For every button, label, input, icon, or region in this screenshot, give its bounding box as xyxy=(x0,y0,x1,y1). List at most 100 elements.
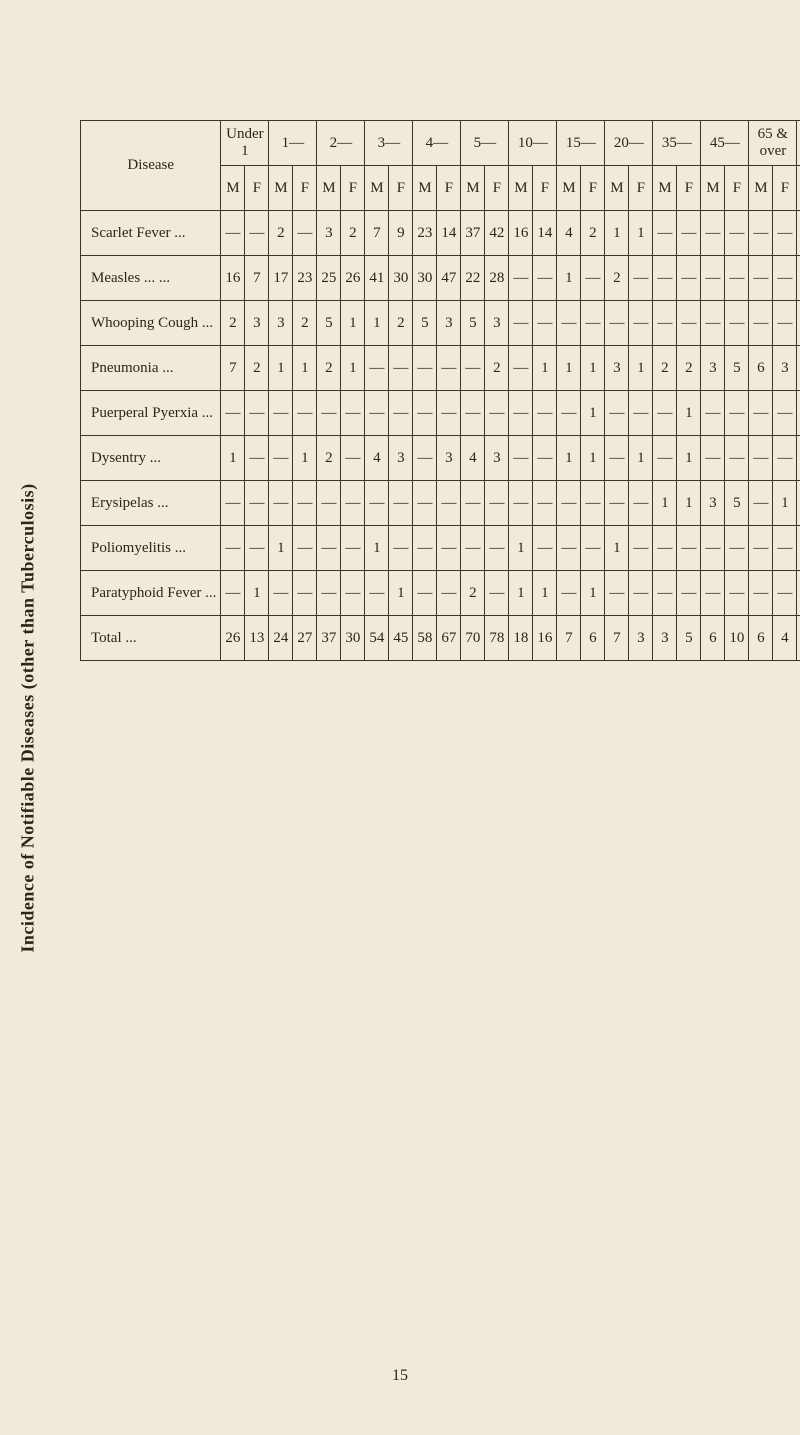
cell-m: — xyxy=(509,301,533,346)
cell-m: — xyxy=(701,211,725,256)
cell-f: — xyxy=(533,526,557,571)
cell-m: — xyxy=(653,256,677,301)
cell-f: — xyxy=(533,256,557,301)
cell-f: — xyxy=(389,481,413,526)
total-cell-f: 45 xyxy=(389,616,413,661)
cell-f: — xyxy=(341,571,365,616)
cell-m: 16 xyxy=(221,256,245,301)
total-row: Total ...2613242737305445586770781816767… xyxy=(81,616,800,661)
cell-m: 4 xyxy=(365,436,389,481)
cell-f: — xyxy=(389,346,413,391)
cell-f: — xyxy=(581,256,605,301)
cell-m: — xyxy=(317,571,341,616)
cell-m: — xyxy=(749,571,773,616)
cell-m: 2 xyxy=(605,256,629,301)
total-cell-m: 7 xyxy=(605,616,629,661)
total-cell-f: 4 xyxy=(773,616,797,661)
cell-f: — xyxy=(629,526,653,571)
cell-f: — xyxy=(773,526,797,571)
cell-f: — xyxy=(533,301,557,346)
cell-m: — xyxy=(365,571,389,616)
cell-f: — xyxy=(437,346,461,391)
cell-m: — xyxy=(653,301,677,346)
cell-f: — xyxy=(725,436,749,481)
cell-m: — xyxy=(509,436,533,481)
cell-m: 2 xyxy=(317,346,341,391)
sex-header-f: F xyxy=(677,166,701,211)
cell-m: — xyxy=(749,526,773,571)
sex-header-f: F xyxy=(533,166,557,211)
cell-f: — xyxy=(725,256,749,301)
cell-f: 2 xyxy=(293,301,317,346)
cell-m: — xyxy=(653,526,677,571)
cell-f: 1 xyxy=(677,391,701,436)
sex-header-f: F xyxy=(341,166,365,211)
cell-f: — xyxy=(485,571,509,616)
cell-m: 1 xyxy=(269,346,293,391)
disease-name: Pneumonia ... xyxy=(81,346,221,391)
cell-f: — xyxy=(725,301,749,346)
total-cell-m: 3 xyxy=(653,616,677,661)
cell-f: 5 xyxy=(725,346,749,391)
cell-m: — xyxy=(557,526,581,571)
age-group-header: Under 1 xyxy=(221,121,269,166)
cell-f: 1 xyxy=(533,571,557,616)
cell-f: 1 xyxy=(629,211,653,256)
cell-m: — xyxy=(461,481,485,526)
cell-m: 22 xyxy=(461,256,485,301)
cell-m: — xyxy=(269,481,293,526)
cell-m: — xyxy=(221,391,245,436)
cell-f: — xyxy=(437,571,461,616)
cell-f: 3 xyxy=(437,301,461,346)
cell-f: — xyxy=(533,391,557,436)
cell-m: — xyxy=(317,391,341,436)
cell-f: 1 xyxy=(341,346,365,391)
cell-m: 5 xyxy=(461,301,485,346)
cell-m: — xyxy=(365,346,389,391)
cell-f: — xyxy=(341,391,365,436)
cell-f: 2 xyxy=(677,346,701,391)
cell-f: — xyxy=(677,301,701,346)
cell-f: 1 xyxy=(533,346,557,391)
cell-f: — xyxy=(773,211,797,256)
table-row: Pneumonia ...721121—————2—11131223563251… xyxy=(81,346,800,391)
table-row: Dysentry ...1——12—43—343——11—1—1————1213 xyxy=(81,436,800,481)
cell-f: — xyxy=(341,436,365,481)
cell-f: — xyxy=(389,526,413,571)
sex-header-f: F xyxy=(389,166,413,211)
cell-f: 1 xyxy=(341,301,365,346)
cell-m: 23 xyxy=(413,211,437,256)
total-cell-m: 54 xyxy=(365,616,389,661)
cell-f: 5 xyxy=(725,481,749,526)
cell-f: 1 xyxy=(677,481,701,526)
cell-m: — xyxy=(413,346,437,391)
cell-f: — xyxy=(437,481,461,526)
cell-f: — xyxy=(725,391,749,436)
cell-m: — xyxy=(557,391,581,436)
cell-f: — xyxy=(773,301,797,346)
cell-f: 1 xyxy=(677,436,701,481)
cell-m: — xyxy=(269,436,293,481)
cell-f: 1 xyxy=(629,436,653,481)
total-cell-m: 6 xyxy=(749,616,773,661)
age-group-header: 65 & over xyxy=(749,121,797,166)
cell-m: — xyxy=(701,436,725,481)
cell-f: 1 xyxy=(389,571,413,616)
total-cell-m: 7 xyxy=(557,616,581,661)
cell-f: 3 xyxy=(437,436,461,481)
cell-m: — xyxy=(221,211,245,256)
cell-m: — xyxy=(269,391,293,436)
table-head: Disease Under 11—2—3—4—5—10—15—20—35—45—… xyxy=(81,121,800,211)
cell-m: — xyxy=(605,481,629,526)
sex-header-f: F xyxy=(581,166,605,211)
table-body: Scarlet Fever ...——2—3279231437421614421… xyxy=(81,211,800,661)
page: Incidence of Notifiable Diseases (other … xyxy=(0,0,800,1435)
cell-m: 4 xyxy=(461,436,485,481)
total-cell-m: 24 xyxy=(269,616,293,661)
disease-name: Measles ... ... xyxy=(81,256,221,301)
sex-header-m: M xyxy=(317,166,341,211)
cell-f: 1 xyxy=(581,346,605,391)
cell-f: 2 xyxy=(485,346,509,391)
cell-m: 3 xyxy=(701,346,725,391)
cell-m: 25 xyxy=(317,256,341,301)
